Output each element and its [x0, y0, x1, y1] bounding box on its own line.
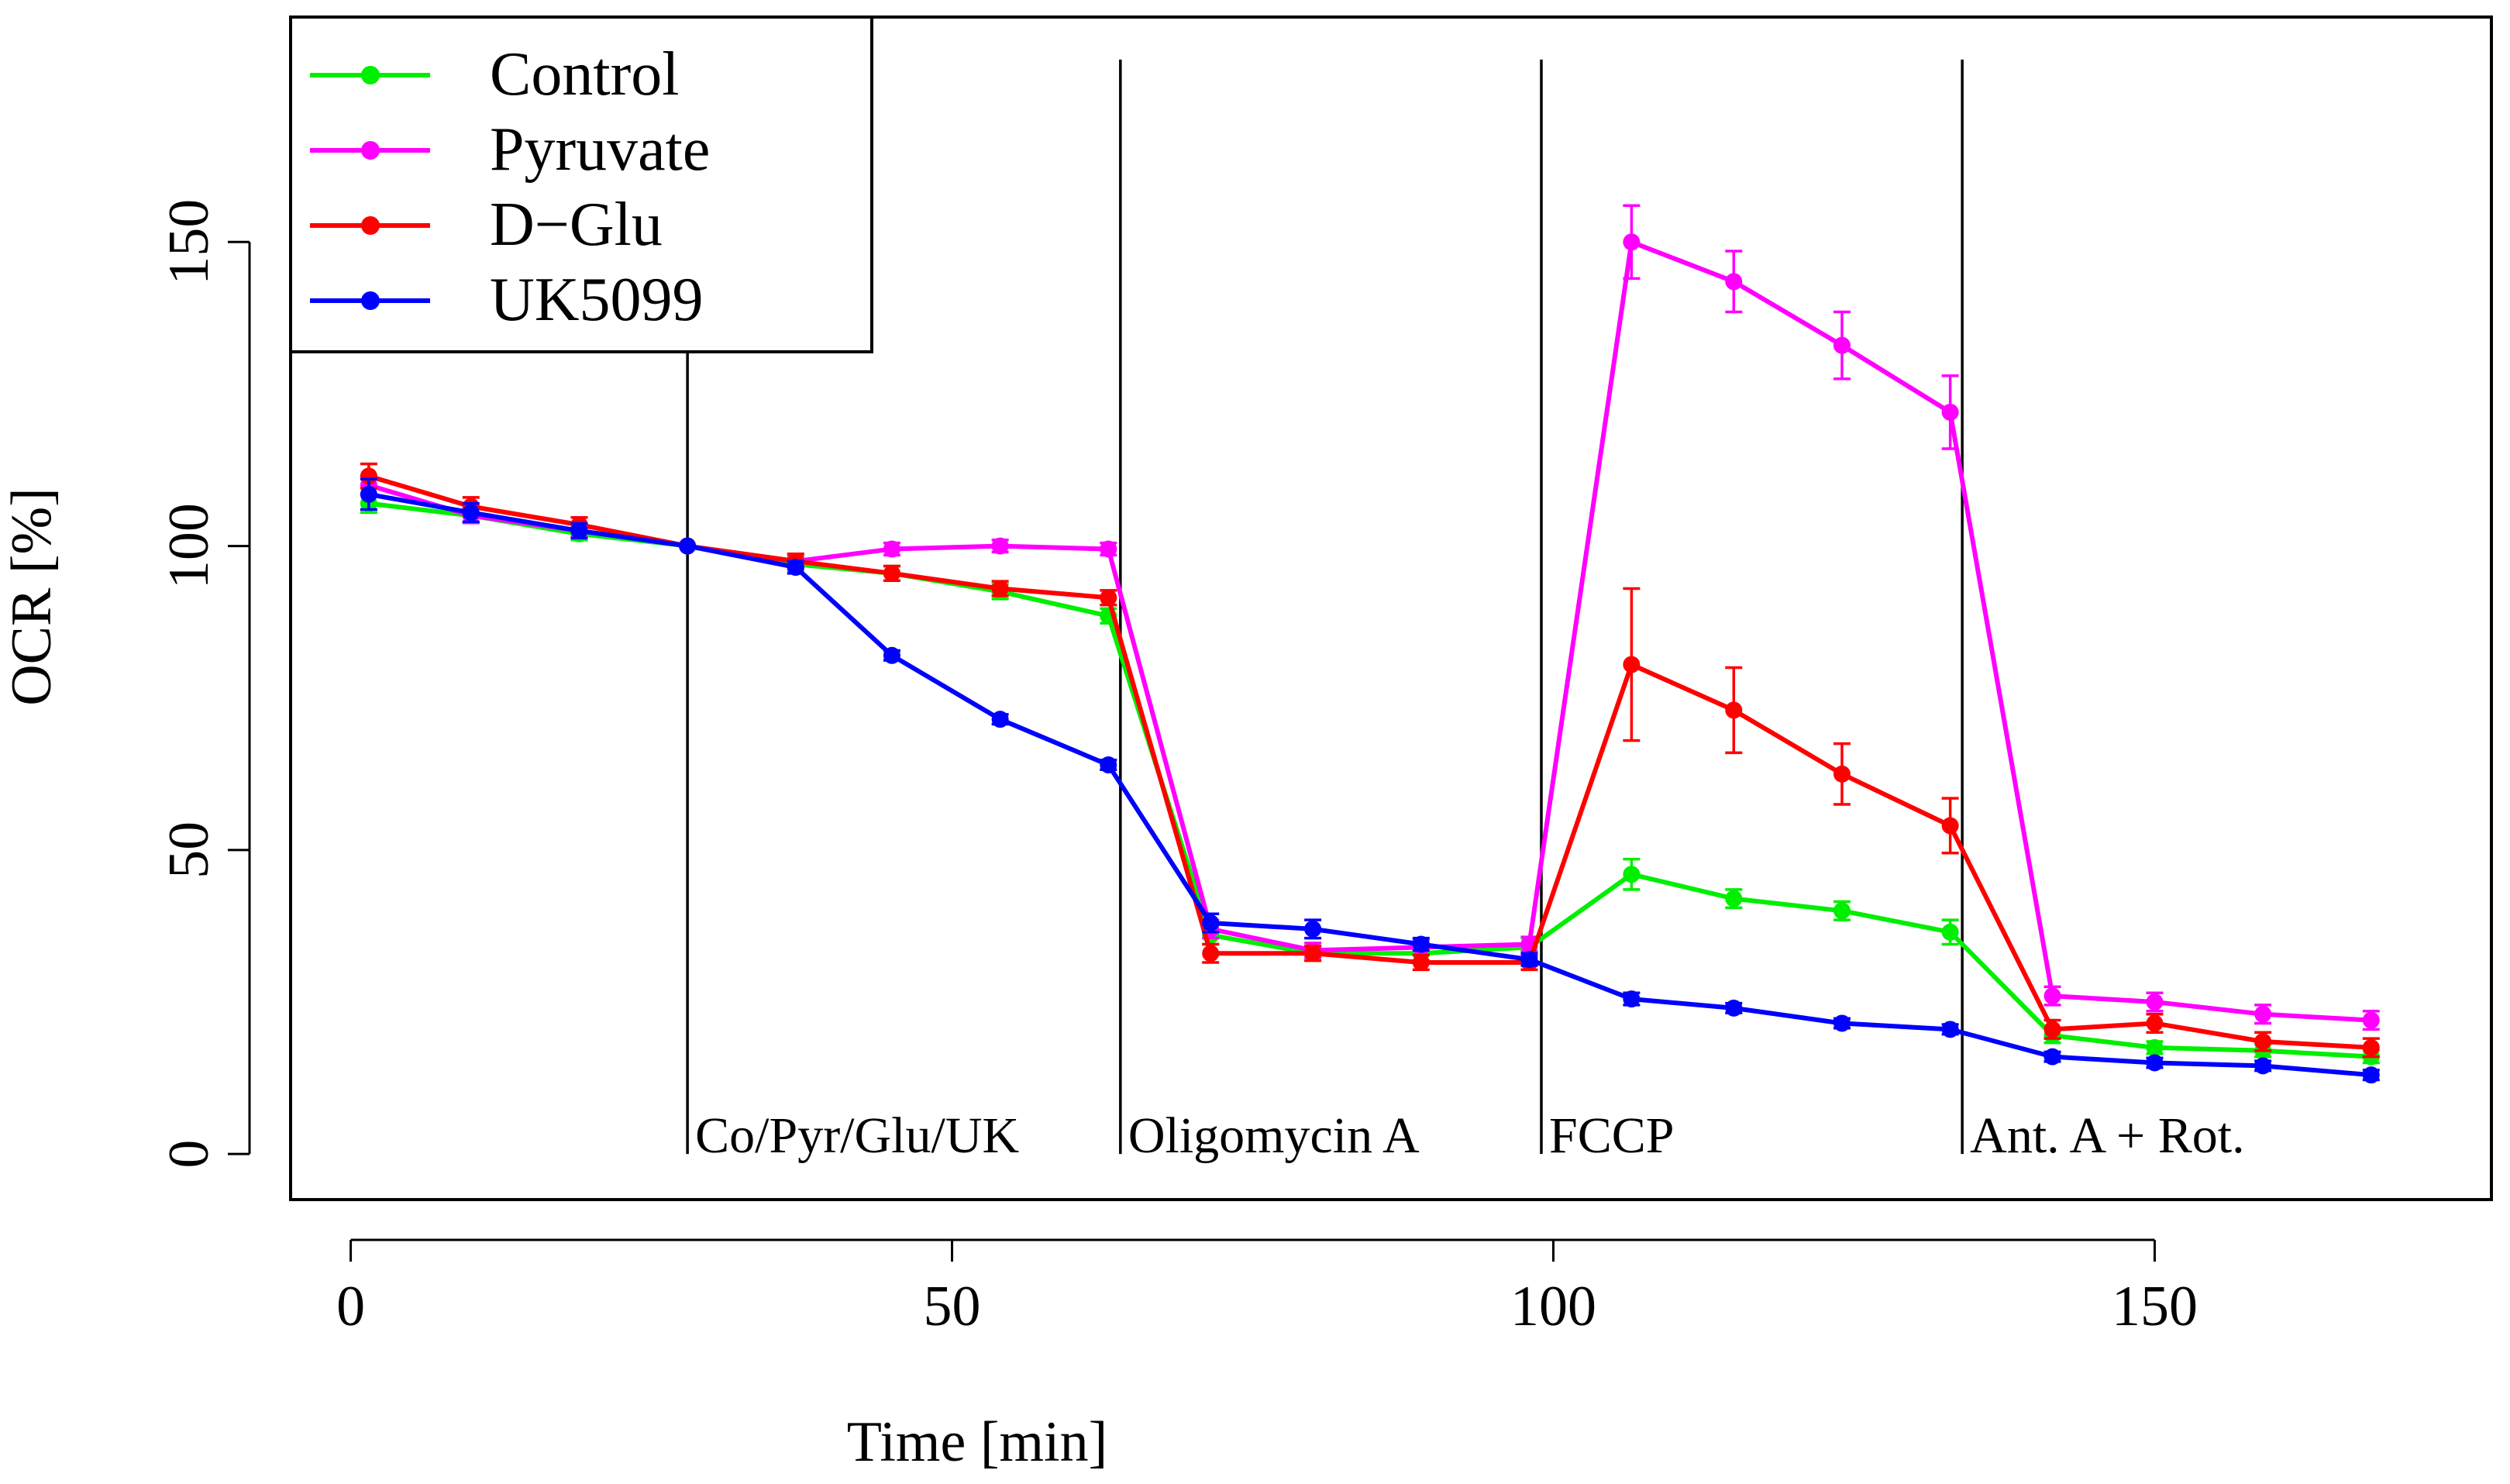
- data-point: [1725, 701, 1743, 719]
- series-line: [368, 239, 2371, 1023]
- data-point: [1304, 920, 1322, 938]
- data-point: [462, 504, 480, 522]
- data-point: [1412, 935, 1430, 953]
- data-point: [570, 522, 588, 539]
- legend-marker: [361, 216, 380, 235]
- data-point: [1941, 817, 1959, 835]
- data-point: [360, 485, 377, 503]
- data-point: [2146, 1038, 2164, 1056]
- data-point: [2362, 1066, 2380, 1084]
- data-point: [2362, 1038, 2380, 1056]
- data-point: [991, 580, 1009, 597]
- x-tick-label: 0: [336, 1275, 365, 1338]
- data-point: [1304, 945, 1322, 962]
- series-group: [360, 462, 2380, 1059]
- y-tick-label: 150: [157, 199, 221, 285]
- data-point: [1412, 954, 1430, 972]
- data-point: [1941, 923, 1959, 941]
- injection-label: Oligomycin A: [1128, 1107, 1420, 1164]
- data-point: [1833, 1014, 1851, 1032]
- x-tick-label: 50: [924, 1275, 981, 1338]
- injection-label: Co/Pyr/Glu/UK: [695, 1107, 1019, 1164]
- data-point: [1100, 756, 1117, 774]
- data-point: [2146, 1014, 2164, 1032]
- data-point: [883, 564, 900, 582]
- injection-label: Ant. A + Rot.: [1970, 1107, 2244, 1164]
- data-point: [1941, 1021, 1959, 1038]
- data-point: [2043, 987, 2061, 1005]
- data-point: [1623, 990, 1641, 1008]
- data-point: [991, 711, 1009, 728]
- legend: Control Pyruvate D−Glu UK5099: [289, 15, 873, 353]
- data-point: [2254, 1033, 2272, 1051]
- data-point: [2254, 1057, 2272, 1075]
- data-point: [1623, 866, 1641, 883]
- series-line: [368, 473, 2371, 1050]
- data-point: [1202, 914, 1220, 932]
- data-point: [1202, 945, 1220, 962]
- data-point: [991, 537, 1009, 555]
- data-point: [1833, 336, 1851, 354]
- legend-marker: [361, 141, 380, 160]
- legend-marker: [361, 291, 380, 310]
- series-line: [368, 501, 2371, 1059]
- x-tick-label: 100: [1510, 1275, 1596, 1338]
- legend-label: Control: [490, 40, 679, 108]
- y-tick-label: 50: [157, 821, 221, 879]
- y-tick-label: 100: [157, 503, 221, 589]
- data-point: [1520, 951, 1538, 969]
- series-group: [360, 477, 2380, 1084]
- data-point: [1623, 233, 1641, 251]
- data-point: [1100, 540, 1117, 558]
- injection-label: FCCP: [1549, 1107, 1674, 1164]
- data-point: [1725, 273, 1743, 291]
- data-point: [883, 540, 900, 558]
- plot-frame: [289, 15, 2493, 1201]
- y-axis-title: OCR [%]: [0, 487, 64, 706]
- legend-label: Pyruvate: [490, 115, 710, 184]
- data-point: [1623, 656, 1641, 673]
- data-point: [2043, 1021, 2061, 1038]
- series-group: [360, 493, 2380, 1066]
- legend-label: D−Glu: [490, 191, 663, 259]
- data-point: [679, 537, 697, 555]
- data-point: [2254, 1005, 2272, 1023]
- data-point: [2146, 1054, 2164, 1072]
- data-point: [2043, 1048, 2061, 1066]
- data-point: [1100, 589, 1117, 607]
- x-tick-label: 150: [2112, 1275, 2198, 1338]
- data-point: [2362, 1011, 2380, 1029]
- data-point: [1725, 890, 1743, 907]
- y-tick-label: 0: [157, 1140, 221, 1169]
- data-point: [1725, 999, 1743, 1017]
- data-point: [1833, 765, 1851, 783]
- data-point: [883, 646, 900, 664]
- legend-label: UK5099: [490, 266, 704, 334]
- series-line: [368, 491, 2372, 1078]
- data-point: [787, 559, 804, 577]
- x-axis-title: Time [min]: [847, 1410, 1107, 1474]
- data-point: [2146, 993, 2164, 1011]
- data-point: [1833, 902, 1851, 920]
- data-point: [1941, 403, 1959, 421]
- legend-marker: [361, 66, 380, 84]
